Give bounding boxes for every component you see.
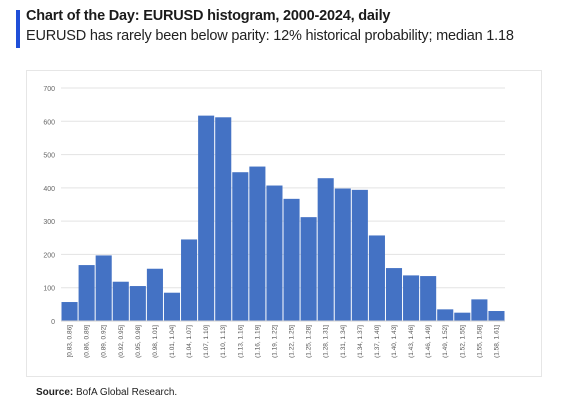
y-tick-label: 600 (43, 119, 55, 126)
x-tick-label: (1.28, 1.31] (323, 325, 330, 358)
source-text: BofA Global Research. (73, 387, 178, 398)
histogram-bar (95, 255, 112, 321)
x-tick-label: (1.46, 1.49] (425, 325, 432, 358)
x-tick-label: (0.95, 0.98] (135, 325, 142, 358)
x-tick-label: (1.49, 1.52] (442, 325, 449, 358)
histogram-chart: 0 100 200 300 400 500 600 700 [0.83, 0.86] (0.86,… (43, 86, 505, 358)
histogram-bar (454, 312, 471, 321)
source-label: Source: (36, 387, 74, 398)
y-tick-label: 0 (51, 319, 55, 326)
histogram-bar (266, 185, 283, 321)
histogram-bar (283, 198, 300, 321)
histogram-bar (129, 286, 146, 321)
y-tick-label: 400 (43, 186, 55, 193)
title-accent-bar (16, 10, 20, 48)
y-tick-label: 200 (43, 252, 55, 259)
histogram-bar (420, 276, 437, 321)
x-tick-label: (1.25, 1.28] (306, 325, 313, 358)
histogram-bar (181, 239, 198, 321)
histogram-bar (215, 117, 232, 321)
histogram-bar (61, 302, 78, 321)
histogram-bar (488, 311, 505, 321)
x-tick-label: (1.34, 1.37] (357, 325, 364, 358)
x-tick-label: (1.52, 1.55] (459, 325, 466, 358)
x-tick-label: (1.13, 1.16] (237, 325, 244, 358)
x-tick-label: (1.43, 1.46] (408, 325, 415, 358)
x-tick-label: (0.89, 0.92] (101, 325, 108, 358)
chart-panel: 0 100 200 300 400 500 600 700 [0.83, 0.86] (0.86,… (26, 70, 542, 377)
x-tick-label: (0.98, 1.01] (152, 325, 159, 358)
x-tick-label: (1.31, 1.34] (340, 325, 347, 358)
histogram-bar (437, 309, 454, 321)
x-tick-label: (1.40, 1.43] (391, 325, 398, 358)
chart-subtitle: EURUSD has rarely been below parity: 12%… (26, 28, 514, 44)
histogram-bar (163, 292, 181, 321)
y-tick-label: 500 (43, 153, 55, 160)
histogram-bar (300, 217, 317, 321)
x-tick-label: (1.16, 1.19] (254, 325, 261, 358)
histogram-bar (368, 235, 385, 321)
x-tick-label: (1.01, 1.04] (169, 325, 176, 358)
histogram-bar (334, 188, 351, 321)
x-tick-label: (0.86, 0.89] (84, 325, 91, 358)
histogram-bar (146, 268, 163, 321)
y-tick-label: 700 (43, 86, 55, 93)
histogram-bar (351, 189, 368, 321)
histogram-bar (78, 265, 95, 321)
x-tick-label: (1.55, 1.58] (476, 325, 483, 358)
x-tick-label: (1.10, 1.13] (220, 325, 227, 358)
histogram-bar (403, 275, 420, 321)
histogram-bar (249, 166, 266, 321)
x-tick-label: (0.92, 0.95] (118, 325, 125, 358)
x-tick-label: (1.19, 1.22] (271, 325, 278, 358)
chart-title: Chart of the Day: EURUSD histogram, 2000… (26, 8, 391, 24)
histogram-bar (198, 115, 215, 322)
x-tick-label: (1.04, 1.07] (186, 325, 193, 358)
x-tick-label: (1.37, 1.40] (374, 325, 381, 358)
source-note: Source: BofA Global Research. (36, 387, 177, 398)
y-tick-label: 100 (43, 286, 55, 293)
x-tick-label: [0.83, 0.86] (67, 325, 74, 358)
y-tick-label: 300 (43, 219, 55, 226)
x-tick-label: (1.07, 1.10] (203, 325, 210, 358)
histogram-bar (317, 178, 334, 321)
histogram-bar (385, 268, 403, 321)
histogram-bar (112, 281, 129, 321)
histogram-bar (232, 172, 249, 321)
x-tick-label: (1.22, 1.25] (289, 325, 296, 358)
x-tick-label: (1.58, 1.61] (493, 325, 500, 358)
histogram-bar (471, 299, 488, 321)
